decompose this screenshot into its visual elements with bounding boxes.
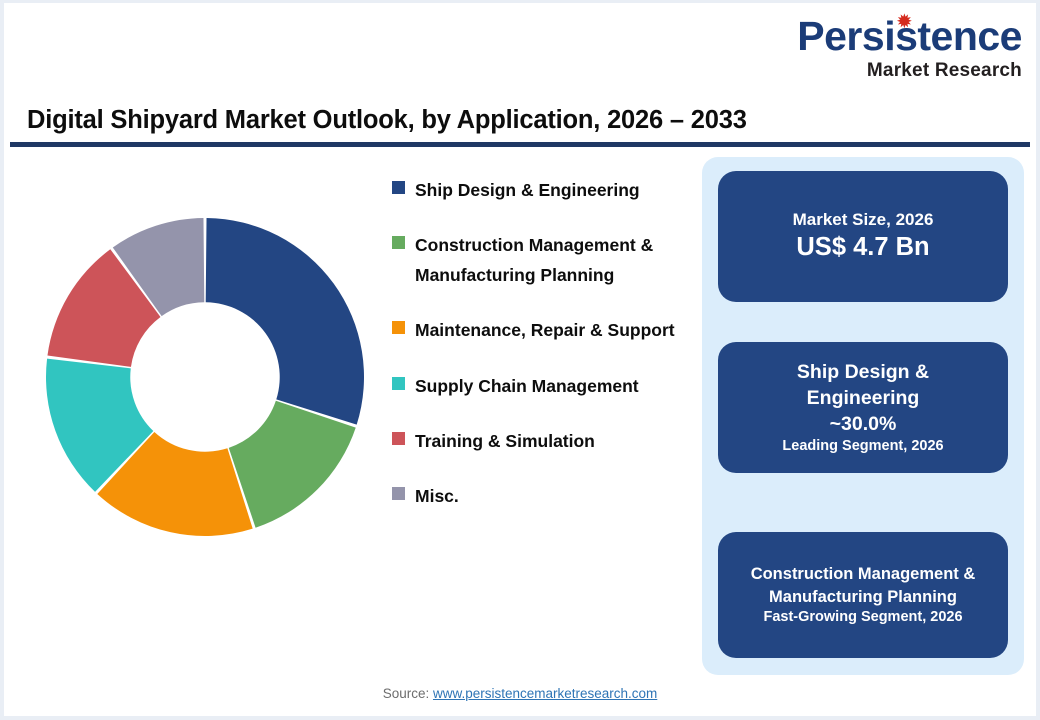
leading-segment-name-line2: Engineering	[806, 387, 920, 410]
donut-slice-group	[45, 218, 364, 536]
legend-item-label: Construction Management & Manufacturing …	[415, 235, 654, 285]
leading-segment-caption: Leading Segment, 2026	[782, 438, 944, 455]
legend-item-supply-chain[interactable]: Supply Chain Management	[392, 372, 697, 401]
donut-slice[interactable]	[112, 218, 205, 317]
page-title: Digital Shipyard Market Outlook, by Appl…	[27, 106, 747, 134]
legend-item-ship-design[interactable]: Ship Design & Engineering	[392, 176, 697, 205]
donut-slice[interactable]	[205, 218, 364, 425]
legend-item-maintenance-repair[interactable]: Maintenance, Repair & Support	[392, 316, 697, 345]
title-divider	[10, 142, 1030, 147]
stat-card-market-size: Market Size, 2026 US$ 4.7 Bn	[718, 171, 1008, 302]
legend-item-training-simulation[interactable]: Training & Simulation	[392, 427, 697, 456]
donut-slice[interactable]	[45, 358, 154, 492]
fast-growing-name-line2: Manufacturing Planning	[769, 587, 957, 606]
brand-name: Persistence ✹	[797, 12, 1022, 59]
chart-legend: Ship Design & Engineering Construction M…	[392, 176, 697, 538]
market-size-value: US$ 4.7 Bn	[796, 232, 930, 261]
market-size-label: Market Size, 2026	[792, 210, 934, 230]
legend-item-label: Maintenance, Repair & Support	[415, 320, 675, 341]
frame-border-bottom	[0, 716, 1040, 720]
legend-swatch-icon	[392, 376, 405, 390]
leading-segment-share: ~30.0%	[829, 413, 897, 436]
stats-panel: Market Size, 2026 US$ 4.7 Bn Ship Design…	[702, 157, 1024, 675]
source-link[interactable]: www.persistencemarketresearch.com	[432, 686, 658, 701]
fast-growing-caption: Fast-Growing Segment, 2026	[763, 609, 963, 626]
legend-item-misc[interactable]: Misc.	[392, 482, 697, 511]
legend-item-label: Misc.	[415, 486, 459, 507]
legend-swatch-icon	[392, 321, 405, 335]
brand-tagline: Market Research	[866, 60, 1022, 81]
legend-item-label: Supply Chain Management	[415, 375, 639, 396]
legend-swatch-icon	[392, 487, 405, 501]
donut-chart-svg	[45, 218, 364, 536]
source-prefix: Source:	[382, 686, 433, 701]
legend-swatch-icon	[392, 181, 405, 194]
frame-border-right	[1036, 0, 1040, 720]
stat-card-leading-segment: Ship Design & Engineering ~30.0% Leading…	[718, 342, 1008, 473]
donut-slice[interactable]	[228, 400, 356, 528]
legend-item-label: Training & Simulation	[415, 430, 595, 451]
donut-slice[interactable]	[47, 249, 161, 367]
source-line: Source: www.persistencemarketresearch.co…	[0, 686, 1040, 701]
stat-card-fast-growing-segment: Construction Management & Manufacturing …	[718, 532, 1008, 658]
legend-swatch-icon	[392, 236, 405, 250]
legend-swatch-icon	[392, 431, 405, 445]
legend-item-label: Ship Design & Engineering	[415, 180, 640, 200]
fast-growing-name-line1: Construction Management &	[750, 564, 976, 583]
donut-slice[interactable]	[97, 431, 253, 536]
frame-border-left	[0, 0, 4, 720]
brand-name-text: Persistence	[797, 13, 1022, 59]
leading-segment-name-line1: Ship Design &	[796, 360, 930, 383]
brand-star-icon: ✹	[897, 12, 912, 31]
frame-border-top	[0, 0, 1040, 3]
donut-chart	[40, 212, 370, 542]
legend-item-construction-management[interactable]: Construction Management & Manufacturing …	[392, 231, 697, 290]
brand-logo: Persistence ✹ Market Research	[797, 12, 1022, 81]
